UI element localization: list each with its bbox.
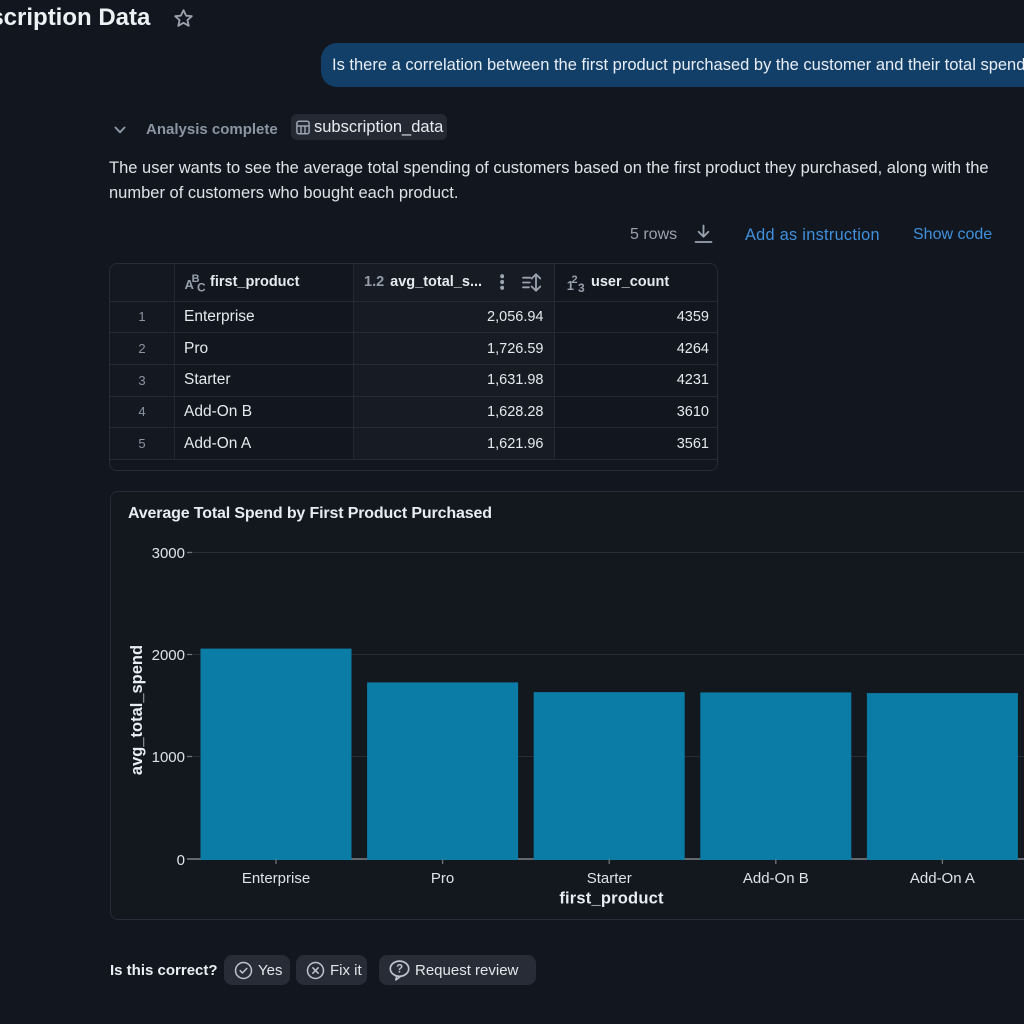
svg-text:3: 3 <box>578 281 585 294</box>
svg-text:2: 2 <box>572 274 578 286</box>
svg-text:2000: 2000 <box>152 647 185 664</box>
svg-text:0: 0 <box>177 852 185 869</box>
svg-text:1: 1 <box>567 278 574 293</box>
svg-text:Enterprise: Enterprise <box>242 870 310 887</box>
svg-text:B: B <box>192 273 200 285</box>
svg-text:C: C <box>197 281 205 295</box>
svg-text:3000: 3000 <box>152 545 185 562</box>
svg-text:Pro: Pro <box>431 870 454 887</box>
svg-text:first_product: first_product <box>559 890 664 908</box>
svg-text:?: ? <box>396 963 403 975</box>
svg-text:A: A <box>185 277 195 292</box>
svg-text:Starter: Starter <box>587 870 632 887</box>
svg-text:Add-On A: Add-On A <box>910 870 975 887</box>
svg-text:avg_total_spend: avg_total_spend <box>128 645 146 775</box>
svg-text:Add-On B: Add-On B <box>743 870 809 887</box>
svg-text:1000: 1000 <box>152 749 185 766</box>
